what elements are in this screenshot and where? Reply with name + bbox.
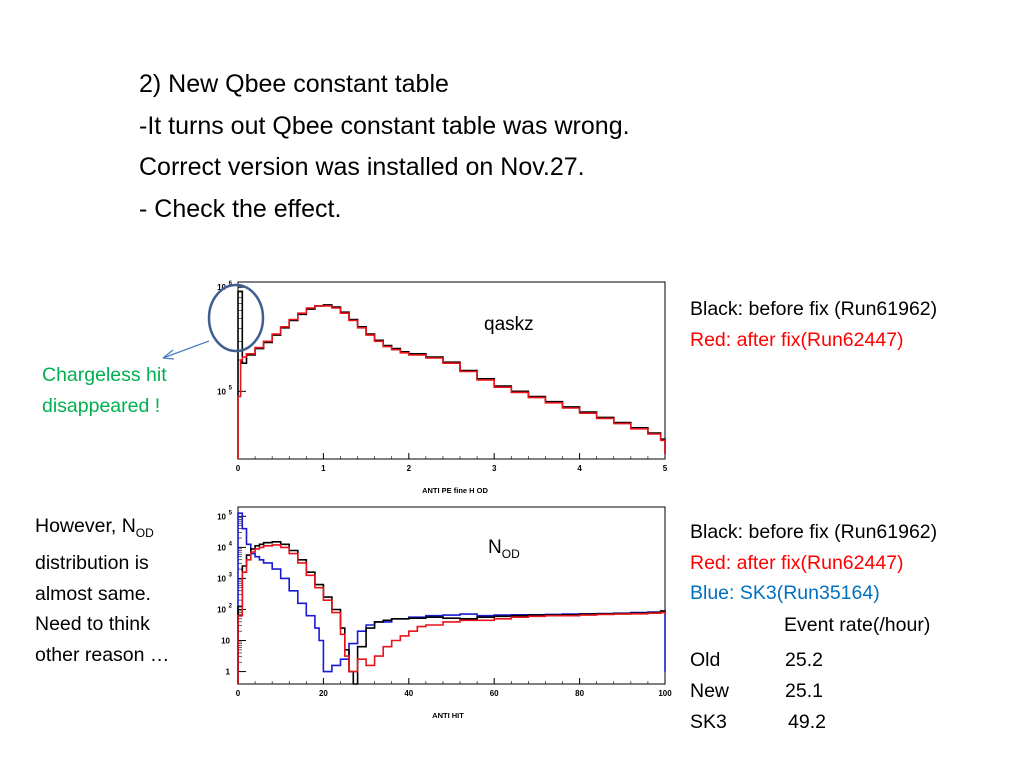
however-note-line: distribution is bbox=[35, 552, 149, 575]
event-rate-row-old: Old 25.2 bbox=[690, 645, 826, 676]
histogram-series-black bbox=[237, 290, 666, 459]
chargeless-note-line: disappeared ! bbox=[42, 394, 161, 417]
heading-line-3: Correct version was installed on Nov.27. bbox=[139, 153, 585, 181]
legend-bottom-red: Red: after fix(Run62447) bbox=[690, 551, 904, 574]
heading-line-4: - Check the effect. bbox=[139, 194, 342, 223]
y-tick-exponent: 2 bbox=[229, 603, 233, 609]
y-tick-label: 10 bbox=[217, 283, 226, 292]
y-tick-label: 10 bbox=[217, 387, 226, 396]
plot-label-qaskz: qaskz bbox=[484, 314, 534, 335]
heading-line-1: 2) New Qbee constant table bbox=[139, 70, 449, 98]
x-axis-title: ANTI HIT bbox=[432, 711, 464, 720]
event-rate-label: Old bbox=[690, 649, 721, 671]
x-tick-label: 5 bbox=[663, 464, 668, 473]
event-rate-row-sk3: SK3 49.2 bbox=[690, 707, 826, 738]
x-axis-title: ANTI PE fine H OD bbox=[422, 486, 488, 495]
plot-label-nod: NOD bbox=[488, 537, 520, 561]
y-tick-label: 1 bbox=[226, 668, 231, 677]
legend-bottom: Black: before fix (Run61962) Red: after … bbox=[690, 517, 937, 609]
plot-frame-qaskz bbox=[237, 281, 666, 460]
y-tick-exponent: 3 bbox=[229, 572, 233, 578]
histogram-series-red bbox=[237, 544, 666, 684]
x-tick-label: 2 bbox=[407, 464, 412, 473]
event-rate-table: Old 25.2 New 25.1 SK3 49.2 bbox=[690, 645, 826, 738]
x-tick-label: 60 bbox=[490, 689, 499, 698]
legend-top-black: Black: before fix (Run61962) bbox=[690, 298, 938, 320]
legend-top: Black: before fix (Run61962) Red: after … bbox=[690, 294, 937, 355]
event-rate-value: 25.1 bbox=[785, 680, 823, 702]
however-prefix: However, N bbox=[35, 515, 136, 537]
event-rate-label: New bbox=[690, 680, 730, 702]
x-tick-label: 0 bbox=[236, 689, 241, 698]
y-tick-exponent: 5 bbox=[229, 510, 233, 516]
legend-bottom-blue: Blue: SK3(Run35164) bbox=[690, 582, 880, 604]
chargeless-note-line: Chargeless hit bbox=[42, 364, 167, 386]
event-rate-label: SK3 bbox=[690, 711, 727, 733]
x-tick-label: 40 bbox=[404, 689, 413, 698]
x-tick-label: 4 bbox=[577, 464, 582, 473]
y-tick-label: 10 bbox=[217, 512, 226, 521]
histogram-series-black bbox=[237, 541, 666, 685]
histogram-series-red bbox=[237, 305, 666, 459]
event-rate-value: 49.2 bbox=[788, 711, 826, 733]
y-tick-label: 10 bbox=[217, 543, 226, 552]
event-rate-row-new: New 25.1 bbox=[690, 676, 826, 707]
x-tick-label: 80 bbox=[575, 689, 584, 698]
annotation-arrowhead bbox=[162, 349, 175, 360]
however-note: However, NOD distribution is almost same… bbox=[35, 511, 169, 670]
however-sub: OD bbox=[135, 525, 154, 540]
heading-line-2: -It turns out Qbee constant table was wr… bbox=[139, 111, 630, 140]
event-rate-value: 25.2 bbox=[785, 649, 823, 671]
however-note-line: other reason … bbox=[35, 643, 170, 666]
however-note-line: almost same. bbox=[35, 582, 151, 605]
x-tick-label: 0 bbox=[236, 464, 241, 473]
annotation-arrow bbox=[162, 340, 210, 359]
legend-bottom-black: Black: before fix (Run61962) bbox=[690, 521, 938, 543]
x-tick-label: 20 bbox=[319, 689, 328, 698]
y-tick-label: 10 bbox=[217, 605, 226, 614]
x-tick-label: 1 bbox=[321, 464, 326, 473]
x-tick-label: 100 bbox=[658, 689, 672, 698]
y-tick-exponent: 4 bbox=[229, 541, 233, 547]
slide-heading: 2) New Qbee constant table -It turns out… bbox=[139, 64, 630, 230]
chargeless-circle bbox=[207, 283, 265, 353]
chargeless-hit-note: Chargeless hit disappeared ! bbox=[42, 360, 167, 421]
legend-top-red: Red: after fix(Run62447) bbox=[690, 328, 904, 351]
however-note-line-1: However, NOD bbox=[35, 511, 169, 548]
y-tick-exponent: 5 bbox=[229, 385, 233, 391]
y-tick-exponent: 6 bbox=[229, 281, 233, 287]
however-note-line: Need to think bbox=[35, 613, 150, 636]
plot-frame-nod bbox=[237, 506, 666, 685]
y-tick-label: 10 bbox=[221, 637, 230, 646]
histogram-series-blue bbox=[237, 512, 666, 684]
y-tick-label: 10 bbox=[217, 574, 226, 583]
x-tick-label: 3 bbox=[492, 464, 497, 473]
event-rate-header: Event rate(/hour) bbox=[784, 614, 931, 636]
